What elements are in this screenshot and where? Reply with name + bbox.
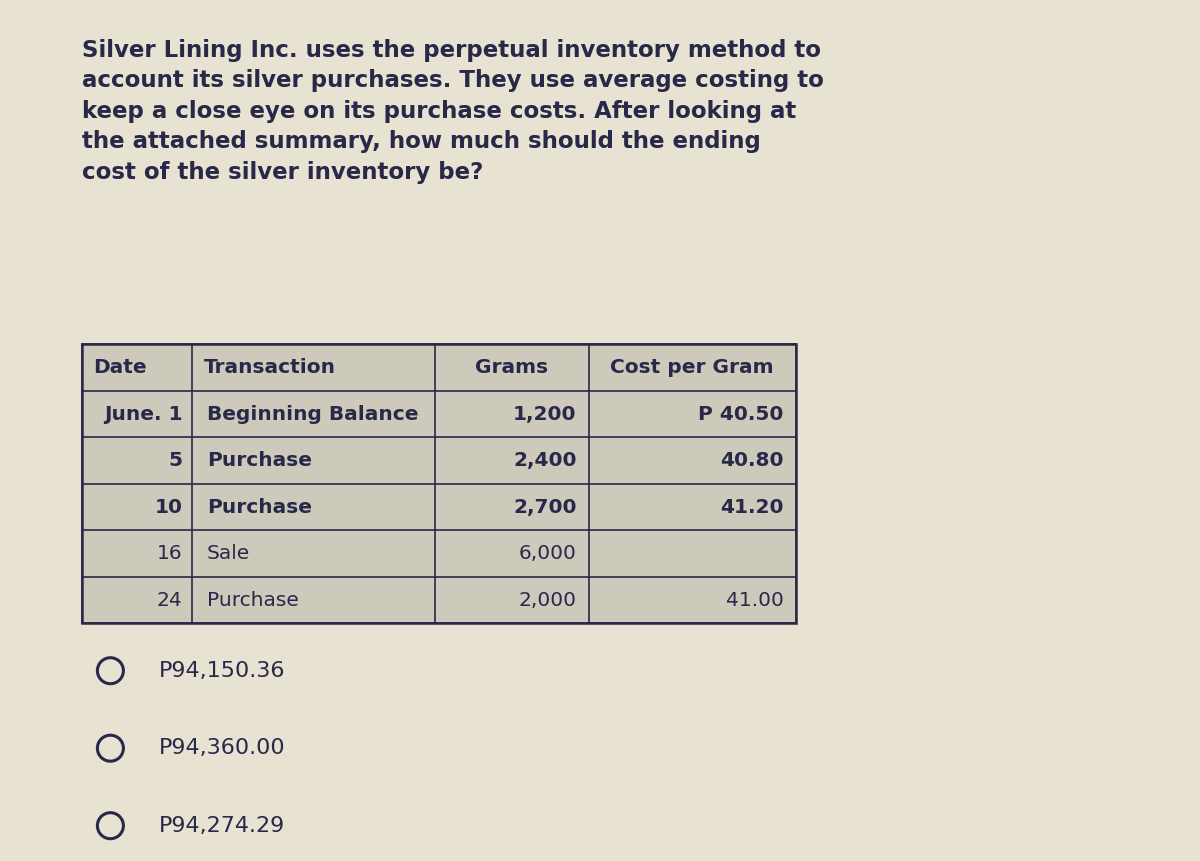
Text: Purchase: Purchase: [206, 451, 312, 470]
Text: Cost per Gram: Cost per Gram: [611, 358, 774, 377]
Text: Date: Date: [94, 358, 148, 377]
Text: 41.20: 41.20: [720, 498, 784, 517]
Text: 6,000: 6,000: [518, 544, 576, 563]
Text: 40.80: 40.80: [720, 451, 784, 470]
Text: P94,150.36: P94,150.36: [158, 660, 284, 681]
Text: 2,400: 2,400: [514, 451, 576, 470]
Text: Silver Lining Inc. uses the perpetual inventory method to
account its silver pur: Silver Lining Inc. uses the perpetual in…: [82, 39, 823, 184]
Text: 2,700: 2,700: [514, 498, 576, 517]
Text: P94,274.29: P94,274.29: [158, 815, 284, 836]
Text: 24: 24: [157, 591, 182, 610]
Text: 16: 16: [157, 544, 182, 563]
Text: Grams: Grams: [475, 358, 548, 377]
Text: 5: 5: [169, 451, 182, 470]
Text: Purchase: Purchase: [206, 591, 299, 610]
Text: Purchase: Purchase: [206, 498, 312, 517]
Text: 2,000: 2,000: [518, 591, 576, 610]
Text: Beginning Balance: Beginning Balance: [206, 405, 418, 424]
Text: Sale: Sale: [206, 544, 250, 563]
Text: P94,360.00: P94,360.00: [158, 738, 286, 759]
Text: 10: 10: [155, 498, 182, 517]
Text: June. 1: June. 1: [104, 405, 182, 424]
Text: 41.00: 41.00: [726, 591, 784, 610]
Text: P 40.50: P 40.50: [698, 405, 784, 424]
Text: Transaction: Transaction: [204, 358, 336, 377]
Text: 1,200: 1,200: [514, 405, 576, 424]
FancyBboxPatch shape: [82, 344, 796, 623]
